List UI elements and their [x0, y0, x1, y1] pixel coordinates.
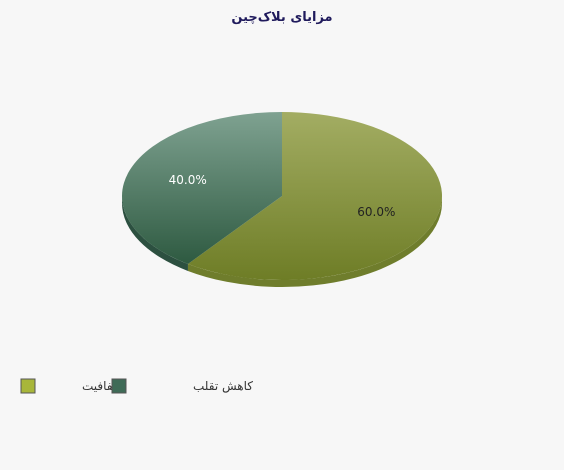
pie-slice-side-fraud-reduction	[122, 196, 188, 271]
legend: شفافیت کاهش تقلب	[20, 378, 253, 394]
legend-swatch-transparency	[20, 378, 36, 394]
legend-label-fraud-reduction: کاهش تقلب	[193, 379, 253, 394]
pie-label-transparency: 60.0%	[357, 205, 395, 219]
pie-slice-transparency[interactable]	[187, 112, 442, 280]
pie-slices	[122, 112, 442, 287]
chart-title: مزایای بلاک‌چین	[231, 10, 332, 25]
pie-label-fraud-reduction: 40.0%	[169, 173, 207, 187]
pie-slice-fraud-reduction[interactable]	[122, 112, 282, 264]
pie-slice-side-transparency	[187, 196, 442, 287]
legend-swatch-fraud-reduction	[111, 378, 127, 394]
pie-labels: 60.0% 40.0%	[169, 173, 396, 219]
